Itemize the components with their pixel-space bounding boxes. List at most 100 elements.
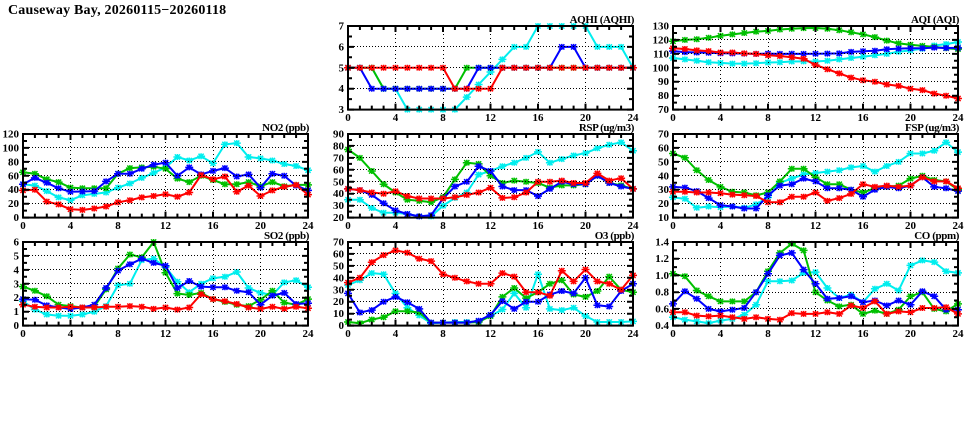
svg-text:20: 20 (8, 198, 20, 210)
svg-text:70: 70 (658, 129, 670, 141)
svg-text:24: 24 (303, 220, 315, 232)
svg-text:24: 24 (953, 112, 965, 124)
svg-text:24: 24 (628, 112, 640, 124)
svg-text:0: 0 (14, 212, 20, 224)
svg-text:8: 8 (115, 328, 121, 340)
svg-text:12: 12 (810, 220, 822, 232)
svg-text:60: 60 (333, 248, 345, 260)
svg-text:2: 2 (14, 292, 20, 304)
svg-text:0: 0 (14, 320, 20, 332)
svg-text:90: 90 (658, 76, 670, 88)
svg-text:1.2: 1.2 (655, 253, 669, 265)
svg-text:12: 12 (810, 328, 822, 340)
svg-text:16: 16 (858, 220, 870, 232)
svg-text:50: 50 (333, 260, 345, 272)
svg-text:8: 8 (765, 220, 771, 232)
svg-text:0: 0 (339, 320, 345, 332)
svg-text:0: 0 (670, 112, 676, 124)
svg-text:24: 24 (953, 328, 965, 340)
svg-text:4: 4 (393, 220, 399, 232)
svg-text:90: 90 (333, 129, 345, 141)
svg-text:20: 20 (658, 198, 670, 210)
svg-text:16: 16 (858, 328, 870, 340)
svg-text:0: 0 (345, 328, 351, 340)
svg-text:16: 16 (208, 220, 220, 232)
svg-text:6: 6 (339, 41, 345, 53)
svg-text:24: 24 (303, 328, 315, 340)
svg-text:4: 4 (718, 328, 724, 340)
svg-text:AQI (AQI): AQI (AQI) (911, 14, 960, 26)
svg-text:20: 20 (333, 296, 345, 308)
svg-text:80: 80 (333, 140, 345, 152)
svg-text:60: 60 (658, 142, 670, 154)
svg-text:12: 12 (485, 328, 497, 340)
svg-text:24: 24 (953, 220, 965, 232)
svg-text:FSP (ug/m3): FSP (ug/m3) (905, 122, 960, 134)
svg-text:4: 4 (718, 112, 724, 124)
svg-text:8: 8 (765, 112, 771, 124)
svg-text:20: 20 (255, 220, 267, 232)
svg-text:5: 5 (339, 62, 345, 74)
svg-text:40: 40 (8, 184, 20, 196)
svg-text:50: 50 (658, 156, 670, 168)
svg-text:12: 12 (810, 112, 822, 124)
svg-text:110: 110 (653, 48, 669, 60)
svg-text:0.8: 0.8 (655, 287, 669, 299)
svg-text:1.4: 1.4 (655, 237, 669, 249)
svg-text:40: 40 (333, 188, 345, 200)
svg-text:0.6: 0.6 (655, 303, 669, 315)
svg-text:8: 8 (765, 328, 771, 340)
svg-text:16: 16 (533, 220, 545, 232)
svg-text:80: 80 (658, 90, 670, 102)
svg-text:4: 4 (14, 264, 20, 276)
svg-text:60: 60 (333, 164, 345, 176)
svg-text:40: 40 (333, 272, 345, 284)
svg-text:100: 100 (3, 142, 20, 154)
svg-text:4: 4 (339, 83, 345, 95)
svg-text:8: 8 (440, 328, 446, 340)
svg-text:20: 20 (905, 112, 917, 124)
svg-text:3: 3 (14, 278, 20, 290)
svg-text:4: 4 (393, 112, 399, 124)
svg-text:100: 100 (653, 62, 670, 74)
svg-text:30: 30 (333, 284, 345, 296)
svg-text:AQHI (AQHI): AQHI (AQHI) (570, 14, 635, 26)
svg-text:30: 30 (333, 200, 345, 212)
svg-text:CO (ppm): CO (ppm) (914, 230, 960, 242)
svg-text:20: 20 (905, 220, 917, 232)
svg-text:20: 20 (580, 328, 592, 340)
svg-text:130: 130 (653, 21, 670, 33)
svg-text:1.0: 1.0 (655, 270, 669, 282)
svg-text:7: 7 (339, 21, 345, 33)
svg-text:4: 4 (393, 328, 399, 340)
svg-text:20: 20 (580, 220, 592, 232)
svg-text:20: 20 (580, 112, 592, 124)
svg-text:20: 20 (333, 212, 345, 224)
svg-text:70: 70 (333, 152, 345, 164)
svg-text:16: 16 (533, 328, 545, 340)
svg-text:24: 24 (628, 328, 640, 340)
svg-text:70: 70 (333, 237, 345, 249)
svg-text:4: 4 (718, 220, 724, 232)
svg-text:12: 12 (160, 328, 172, 340)
svg-text:10: 10 (333, 308, 345, 320)
svg-text:0: 0 (20, 328, 26, 340)
svg-text:5: 5 (14, 250, 20, 262)
svg-text:Causeway Bay, 20260115−2026011: Causeway Bay, 20260115−20260118 (8, 3, 226, 18)
svg-text:30: 30 (658, 184, 670, 196)
svg-text:120: 120 (653, 34, 670, 46)
svg-text:4: 4 (68, 220, 74, 232)
svg-text:10: 10 (658, 212, 670, 224)
svg-text:3: 3 (339, 104, 345, 116)
svg-text:4: 4 (68, 328, 74, 340)
svg-text:0: 0 (20, 220, 26, 232)
svg-text:70: 70 (658, 104, 670, 116)
svg-text:0: 0 (670, 220, 676, 232)
svg-text:O3 (ppb): O3 (ppb) (595, 230, 635, 242)
svg-text:60: 60 (8, 170, 20, 182)
svg-text:12: 12 (160, 220, 172, 232)
svg-text:80: 80 (8, 156, 20, 168)
svg-text:8: 8 (440, 112, 446, 124)
svg-text:SO2 (ppb): SO2 (ppb) (264, 230, 310, 242)
svg-text:0: 0 (670, 328, 676, 340)
